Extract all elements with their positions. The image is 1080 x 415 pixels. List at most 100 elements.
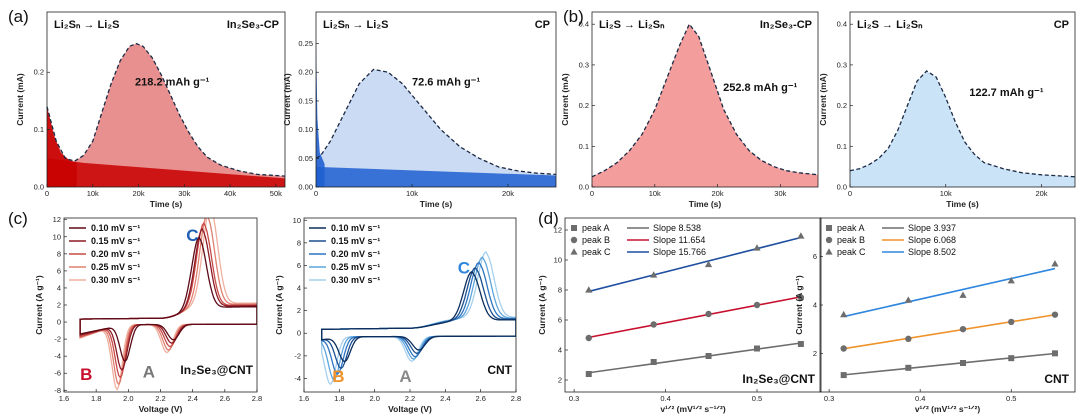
d2-point-0-2	[959, 360, 966, 366]
d2-point-1-2	[959, 325, 967, 333]
c1-xtick-label-1: 1.8	[91, 394, 101, 403]
c2-peak-label-B: B	[332, 367, 344, 386]
b1-xtick-label-0: 0	[590, 189, 594, 198]
a2-ytick-label-1: 0.05	[298, 154, 313, 163]
d1-legend-slope-0: Slope 8.538	[653, 223, 701, 233]
d1-ytick-label-2: 6	[558, 316, 562, 325]
d2-legend-slope-1: Slope 6.068	[908, 235, 956, 245]
c1-xtick-label-2: 2.0	[123, 394, 133, 403]
d1-legend-marker-1	[570, 236, 578, 244]
d1-point-1-0	[585, 334, 592, 342]
a2-panel: 0 10k 20k 0.00 0.05 0.10 0.15 0.20 0.25 Time (s) C…	[282, 11, 557, 209]
c2-legend-label-4: 0.30 mV s⁻¹	[331, 275, 380, 285]
b1-peak-area	[592, 24, 818, 188]
d1-point-1-4	[797, 294, 805, 301]
a1-title: Li₂Sₙ → Li₂S	[54, 19, 120, 31]
d2-xtick-label-0: 0.3	[824, 394, 834, 403]
c1-xtick-label-3: 2.2	[155, 394, 165, 403]
c1-ytick-label-10: 12	[53, 215, 61, 224]
d1-ytick-label-5: 12	[554, 226, 562, 235]
c1-cv-curve-0	[79, 236, 257, 363]
d1-tag: In₂Se₃@CNT	[742, 372, 815, 386]
d1-legend-name-0: peak A	[582, 223, 610, 233]
d1-point-2-4	[797, 232, 805, 239]
a2-peak-area	[316, 69, 556, 187]
a2-xtick-label-0: 0	[314, 189, 318, 198]
d2-point-0-4	[1051, 350, 1058, 357]
d1-legend-name-1: peak B	[582, 235, 610, 245]
d2-point-0-1	[905, 364, 912, 371]
a1-ytick-label-1: 0.1	[34, 125, 44, 134]
d2-fit-line-2	[843, 267, 1056, 318]
c2-ytick-label-2: 0	[297, 329, 301, 338]
d1-point-1-3	[753, 301, 761, 309]
c1-ylabel: Current (A g⁻¹)	[34, 275, 44, 335]
d2-xtick-label-1: 0.4	[915, 394, 925, 403]
d2-legend-name-0: peak A	[837, 223, 865, 233]
a1-xtick-label-2: 20k	[132, 189, 144, 198]
d2-legend-name-2: peak C	[837, 247, 866, 257]
c2-ytick-label-7: 10	[293, 216, 301, 225]
b1-ytick-label-4: 0.4	[579, 20, 589, 29]
d1-point-2-0	[585, 286, 593, 293]
d2-point-1-3	[1008, 318, 1015, 326]
c1-ytick-label-6: 4	[57, 283, 61, 292]
d1-xlabel: v¹ᐟ² (mV¹ᐟ² s⁻¹ᐟ²)	[660, 404, 726, 414]
c2-ytick-label-6: 8	[297, 238, 301, 247]
c1-xtick-label-0: 1.6	[59, 394, 69, 403]
c2-legend-label-1: 0.15 mV s⁻¹	[331, 236, 380, 246]
a1-xlabel: Time (s)	[150, 199, 183, 209]
a1-panel-label: (a)	[8, 7, 29, 26]
c2-ytick-label-0: -4	[294, 374, 301, 383]
c1-ytick-label-4: 0	[57, 318, 61, 327]
c1-ytick-label-5: 2	[57, 301, 61, 310]
c1-peak-label-C: C	[186, 226, 198, 245]
b2-ytick-label-3: 0.3	[837, 60, 847, 69]
a1-dashed-curve	[46, 42, 286, 177]
c1-ytick-label-2: -4	[54, 352, 61, 361]
d1-point-2-1	[650, 271, 658, 278]
b2-ylabel: Current (mA)	[818, 73, 828, 126]
d1-fit-line-0	[588, 342, 801, 374]
b2-dashed-curve	[849, 70, 1076, 178]
b1-panel-label: (b)	[563, 7, 584, 26]
a1-tag: In₂Se₃-CP	[227, 19, 279, 31]
c2-curves	[321, 250, 516, 386]
d1-point-0-1	[650, 359, 657, 365]
c2-xtick-label-3: 2.2	[405, 394, 415, 403]
c1-legend-label-2: 0.20 mV s⁻¹	[91, 249, 140, 259]
d1-fit-line-1	[588, 296, 802, 339]
d1-legend-marker-0	[571, 225, 577, 231]
d2-legend-marker-0	[826, 225, 832, 231]
b1-ylabel: Current (mA)	[560, 73, 570, 126]
b2-title: Li₂S → Li₂Sₙ	[857, 19, 923, 31]
c1-curves	[79, 218, 257, 391]
c1-ytick-label-1: -6	[54, 369, 61, 378]
d1-point-0-4	[797, 341, 804, 347]
c2-xlabel: Voltage (V)	[388, 404, 432, 414]
d1-ytick-label-3: 8	[558, 286, 562, 295]
b2-xtick-label-1: 10k	[940, 189, 952, 198]
d2-point-2-3	[1007, 277, 1015, 284]
c2-peak-label-C: C	[458, 258, 470, 277]
d2-panel: 0.3 0.4 0.5 2 4 6 v¹ᐟ² (mV¹ᐟ² s⁻¹ᐟ²) Current (A…	[794, 217, 1076, 414]
a1-decay-area	[47, 106, 77, 187]
c2-legend-label-0: 0.10 mV s⁻¹	[331, 223, 380, 233]
d1-fit-line-2	[588, 236, 802, 293]
d1-point-2-2	[704, 260, 713, 268]
a1-ylabel: Current (mA)	[15, 73, 25, 126]
c2-xtick-label-0: 1.6	[299, 394, 309, 403]
a2-ytick-label-2: 0.10	[298, 125, 313, 134]
b1-xtick-label-3: 30k	[774, 189, 786, 198]
c2-ytick-label-3: 2	[297, 306, 301, 315]
b2-tag: CP	[1054, 19, 1069, 31]
c1-legend-label-4: 0.30 mV s⁻¹	[91, 275, 140, 285]
d1-xtick-label-0: 0.3	[569, 394, 579, 403]
d1-legend-slope-2: Slope 15.766	[653, 247, 706, 257]
c2-legend-label-3: 0.25 mV s⁻¹	[331, 262, 380, 272]
b1-axes-frame	[591, 11, 819, 188]
d1-point-0-3	[754, 345, 760, 352]
c2-panel: 1.6 1.8 2.0 2.2 2.4 2.6 2.8 -4 -2 0 2 4 6 8 10 Voltage …	[274, 216, 521, 414]
d1-ylabel: Current (A g⁻¹)	[537, 275, 547, 335]
c2-peak-label-A: A	[399, 367, 411, 386]
